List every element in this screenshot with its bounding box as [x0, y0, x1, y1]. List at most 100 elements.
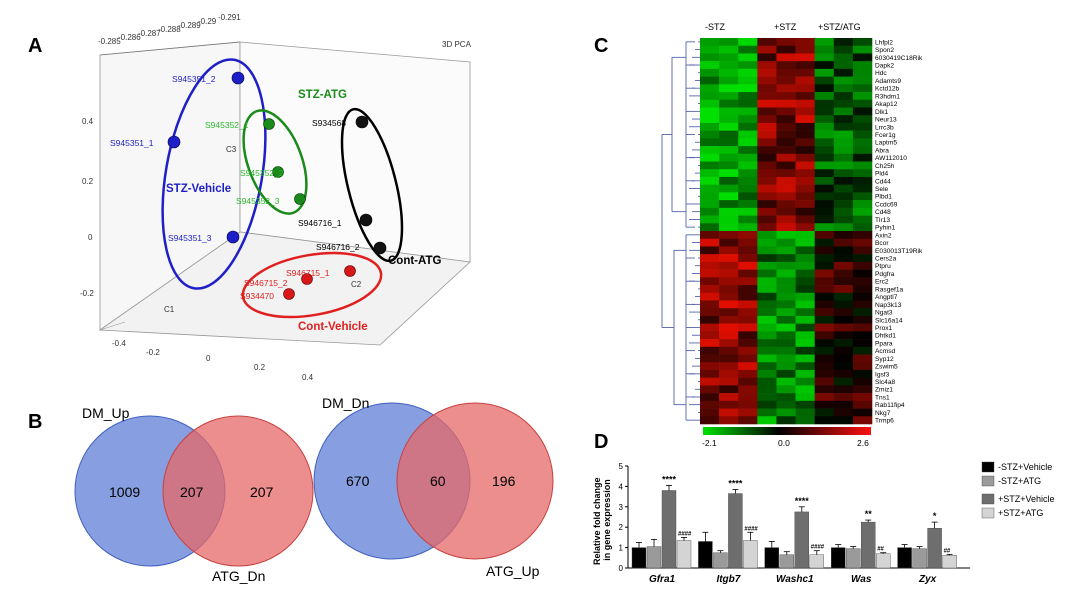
venn-count: 207 — [180, 484, 204, 500]
heatmap-cell — [852, 400, 873, 409]
significance-marker: **** — [662, 474, 677, 484]
heatmap-cell — [776, 138, 796, 147]
heatmap-cell — [738, 300, 758, 309]
heatmap-cell — [719, 92, 739, 101]
heatmap-cell — [852, 38, 873, 47]
pca-point — [359, 213, 373, 227]
heatmap-gene-label: Adamts9 — [875, 78, 901, 85]
heatmap-cell — [852, 315, 873, 324]
heatmap-gene-label: Rasgef1a — [875, 286, 904, 293]
pca-axis-c2: C2 — [351, 280, 362, 289]
heatmap-cell — [776, 346, 796, 355]
heatmap-dendrogram — [661, 41, 700, 421]
heatmap-cell — [776, 153, 796, 162]
bar — [646, 546, 662, 569]
bar — [661, 490, 677, 569]
pca-group-stz-atg: S945352_1 S945352_2 S945352_3 STZ-ATG — [205, 89, 347, 215]
venn-count: 196 — [492, 473, 516, 489]
heatmap-cell — [814, 339, 835, 348]
pca-sample-label: S945352_2 — [240, 168, 284, 178]
heatmap-cell — [719, 200, 739, 209]
heatmap-cell — [700, 107, 720, 116]
heatmap-cell — [700, 169, 720, 178]
heatmap-cell — [795, 192, 815, 201]
heatmap-cell — [776, 68, 796, 77]
heatmap-cell — [776, 408, 796, 417]
heatmap-cell — [795, 130, 815, 139]
heatmap-cell — [738, 192, 758, 201]
heatmap-cell — [738, 76, 758, 85]
heatmap-gene-label: Kctd12b — [875, 86, 900, 93]
heatmap-gene-label: Pyhin1 — [875, 225, 895, 232]
heatmap-cell — [757, 408, 777, 417]
heatmap-scale-label: 2.6 — [857, 438, 869, 448]
heatmap-cell — [833, 176, 854, 185]
heatmap-gene-label: R3hdm1 — [875, 93, 900, 100]
heatmap-cell — [719, 315, 739, 324]
legend-swatch — [981, 461, 995, 473]
heatmap-gene-label: Erc2 — [875, 279, 889, 286]
heatmap-cell — [738, 68, 758, 77]
heatmap-cell — [757, 215, 777, 224]
heatmap-cell — [795, 99, 815, 108]
heatmap-cell — [738, 354, 758, 363]
heatmap-cell — [757, 377, 777, 386]
heatmap-cell — [700, 68, 720, 77]
heatmap-cell — [833, 315, 854, 324]
venn-set-label: ATG_Up — [486, 563, 540, 579]
heatmap-gene-label: Zswim5 — [875, 364, 898, 371]
heatmap-cell — [700, 254, 720, 263]
heatmap-cell — [719, 215, 739, 224]
heatmap-cell — [719, 277, 739, 286]
heatmap-cell — [700, 146, 720, 155]
heatmap-cell — [833, 385, 854, 394]
bar — [631, 547, 647, 569]
heatmap-cell — [738, 38, 758, 47]
heatmap-cell — [776, 238, 796, 247]
venn-count: 1009 — [109, 484, 140, 500]
heatmap-cell — [700, 138, 720, 147]
heatmap-cell — [795, 184, 815, 193]
heatmap-cell — [738, 45, 758, 54]
heatmap-cell — [852, 161, 873, 170]
heatmap-cell — [700, 308, 720, 317]
significance-marker: ## — [944, 548, 951, 554]
heatmap-cell — [757, 385, 777, 394]
heatmap-cell — [719, 246, 739, 255]
heatmap-cell — [814, 346, 835, 355]
heatmap-cell — [795, 331, 815, 340]
pca-group-label: Cont-ATG — [388, 255, 441, 267]
heatmap-cell — [719, 223, 739, 232]
heatmap-cell — [795, 269, 815, 278]
bar — [809, 554, 824, 569]
heatmap-cell — [757, 122, 777, 131]
heatmap-cell — [833, 38, 854, 47]
bar-chart-marks: **** #### **** #### **** #### ** ## * ## — [631, 474, 957, 569]
heatmap-cell — [795, 169, 815, 178]
heatmap-cell — [814, 68, 835, 77]
heatmap-cell — [757, 130, 777, 139]
heatmap-cell — [776, 115, 796, 124]
heatmap-cell — [700, 246, 720, 255]
heatmap-cell — [852, 192, 873, 201]
heatmap-cell — [833, 354, 854, 363]
bar — [713, 552, 728, 569]
heatmap-cell — [852, 146, 873, 155]
heatmap-cell — [757, 292, 777, 301]
heatmap-cell — [852, 207, 873, 216]
bar — [927, 528, 942, 569]
heatmap-cell — [738, 92, 758, 101]
heatmap-gene-label: E030013T19Rik — [875, 248, 923, 255]
heatmap-cell — [814, 315, 835, 324]
venn-set-label: ATG_Dn — [212, 568, 265, 584]
heatmap-cell — [719, 153, 739, 162]
heatmap-cell — [776, 192, 796, 201]
heatmap-cell — [814, 261, 835, 270]
heatmap-cell — [833, 269, 854, 278]
heatmap-cell — [757, 300, 777, 309]
heatmap-cell — [833, 146, 854, 155]
heatmap-cell — [814, 300, 835, 309]
heatmap-cell — [833, 408, 854, 417]
heatmap-cell — [795, 346, 815, 355]
pca-bottom-tick: 0.4 — [302, 373, 314, 382]
